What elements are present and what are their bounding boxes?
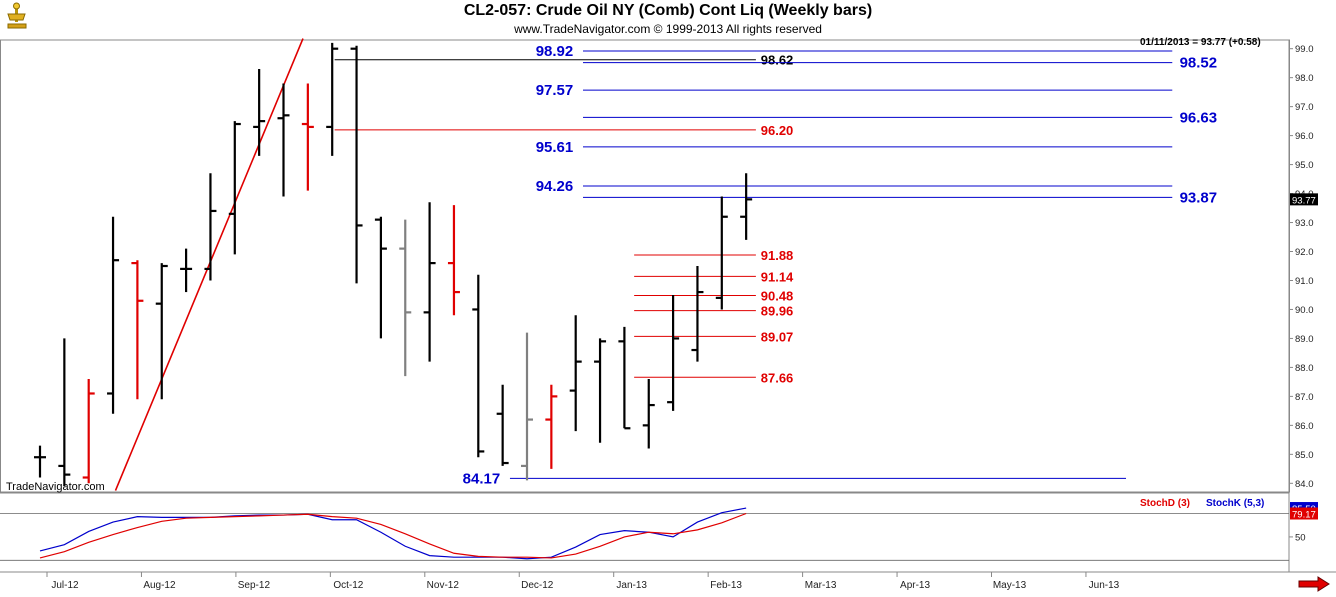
level-label-98.52: 98.52 (1180, 55, 1218, 72)
level-label-97.57: 97.57 (536, 82, 574, 99)
price-tick-label-6: 90.0 (1295, 305, 1314, 316)
price-tick-label-11: 95.0 (1295, 160, 1314, 171)
time-tick-label-Oct-12: Oct-12 (333, 580, 363, 591)
stoch-legend-1: StochK (5,3) (1206, 498, 1264, 509)
watermark: TradeNavigator.com (6, 481, 105, 493)
stoch-legend-0: StochD (3) (1140, 498, 1190, 509)
price-tick-label-8: 92.0 (1295, 247, 1314, 258)
price-tick-label-4: 88.0 (1295, 363, 1314, 374)
stoch-series-k (39, 507, 747, 560)
level-label-94.26: 94.26 (536, 178, 574, 195)
price-tick-label-7: 91.0 (1295, 276, 1314, 287)
chart-subtitle: www.TradeNavigator.com © 1999-2013 All r… (514, 22, 822, 36)
price-tick-label-15: 99.0 (1295, 44, 1314, 55)
level-label-90.48: 90.48 (761, 289, 794, 304)
price-axis: 84.0 85.0 86.0 87.0 88.0 89.0 90.0 91.0 92.0 93.0… (1289, 44, 1314, 490)
price-tick-label-14: 98.0 (1295, 73, 1314, 84)
price-tick-label-12: 96.0 (1295, 131, 1314, 142)
level-label-96.63: 96.63 (1180, 109, 1218, 126)
price-tick-label-3: 87.0 (1295, 392, 1314, 403)
level-label-95.61: 95.61 (536, 139, 574, 156)
time-tick-label-Mar-13: Mar-13 (805, 580, 837, 591)
scroll-right-arrow-icon[interactable] (1298, 576, 1330, 597)
stoch-d-tag: 79.17 (1292, 510, 1316, 521)
time-tick-label-Jan-13: Jan-13 (616, 580, 647, 591)
price-panel-border (0, 39, 1290, 493)
level-label-91.88: 91.88 (761, 248, 794, 263)
level-label-84.17: 84.17 (463, 470, 501, 487)
trendline-line (114, 38, 304, 491)
trendline (114, 38, 304, 491)
time-tick-label-Feb-13: Feb-13 (710, 580, 742, 591)
time-tick-label-Jul-12: Jul-12 (51, 580, 79, 591)
level-label-87.66: 87.66 (761, 370, 794, 385)
stoch-series-d (39, 512, 747, 559)
level-label-93.87: 93.87 (1180, 189, 1218, 206)
fibonacci-levels: 98.92 98.62 98.52 97.57 96.63 96.20 95.61 94.26… (334, 43, 1218, 487)
stoch-d-tag-box (1290, 507, 1318, 520)
level-label-96.20: 96.20 (761, 123, 794, 138)
price-tick-label-2: 86.0 (1295, 421, 1314, 432)
price-tick-label-1: 85.0 (1295, 450, 1314, 461)
last-value-readout: 01/11/2013 = 93.77 (+0.58) (1140, 37, 1261, 48)
price-tick-label-9: 93.0 (1295, 218, 1314, 229)
trade-navigator-logo-icon[interactable] (2, 2, 32, 32)
price-tick-label-5: 89.0 (1295, 334, 1314, 345)
chart-title: CL2-057: Crude Oil NY (Comb) Cont Liq (W… (463, 2, 873, 19)
level-label-89.07: 89.07 (761, 329, 794, 344)
level-label-98.62: 98.62 (761, 53, 794, 68)
ohlc-bars: 93.77 (34, 42, 1318, 487)
time-tick-label-May-13: May-13 (993, 580, 1027, 591)
chart-frame (0, 39, 1336, 573)
level-label-89.96: 89.96 (761, 304, 794, 319)
time-tick-label-Apr-13: Apr-13 (900, 580, 930, 591)
stoch-tick-label-0: 50 (1295, 532, 1306, 543)
last-price-tag: 93.77 (1292, 195, 1316, 206)
time-tick-label-Dec-12: Dec-12 (521, 580, 554, 591)
last-price-tag-box (1290, 193, 1318, 206)
price-tick-label-13: 97.0 (1295, 102, 1314, 113)
time-axis: Jul-12 Aug-12 Sep-12 Oct-12 Nov-12 Dec-12 Jan-… (46, 572, 1120, 591)
level-label-91.14: 91.14 (761, 269, 794, 284)
time-tick-label-Aug-12: Aug-12 (143, 580, 176, 591)
time-tick-label-Jun-13: Jun-13 (1089, 580, 1120, 591)
time-tick-label-Nov-12: Nov-12 (427, 580, 460, 591)
level-label-98.92: 98.92 (536, 43, 574, 60)
price-tick-label-0: 84.0 (1295, 479, 1314, 490)
time-tick-label-Sep-12: Sep-12 (238, 580, 271, 591)
